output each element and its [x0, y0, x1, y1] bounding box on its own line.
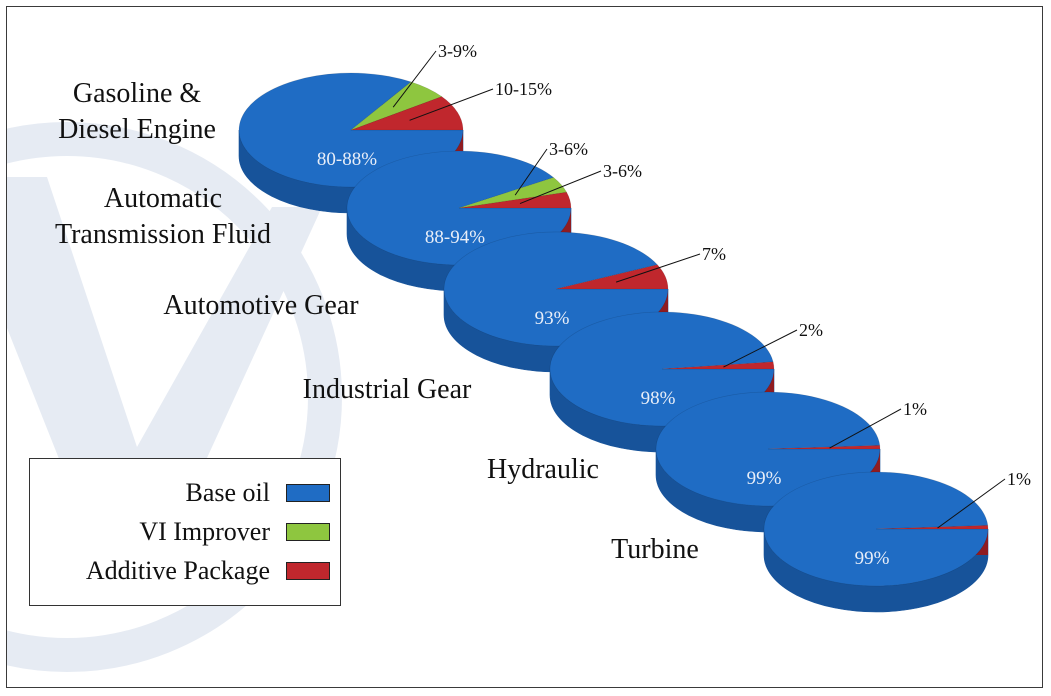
legend-item-additive-package: Additive Package	[85, 556, 330, 585]
slice-value-label: 3-9%	[438, 41, 477, 61]
callout-line	[829, 408, 902, 449]
category-label-line: Hydraulic	[487, 454, 599, 485]
pie-slice-additive-package	[767, 445, 881, 450]
category-label: Hydraulic	[487, 454, 599, 485]
category-label-line: Automotive Gear	[163, 290, 359, 321]
base-oil-value-label: 98%	[641, 388, 676, 409]
base-oil-value-label: 80-88%	[317, 149, 377, 170]
category-label: Industrial Gear	[303, 374, 472, 405]
legend-label: Additive Package	[85, 556, 270, 585]
labels-layer: 80-88% 10-15% 3-9% Gasoline & Diesel Engine 8…	[55, 41, 1031, 569]
pies-layer	[238, 72, 989, 613]
legend-item-vi-improver: VI Improver	[139, 517, 330, 546]
pie-slice-additive-package	[661, 361, 775, 370]
legend-item-base-oil: Base oil	[185, 478, 330, 507]
chart-frame: 80-88% 10-15% 3-9% Gasoline & Diesel Engine 8…	[6, 6, 1043, 688]
pie-6	[763, 471, 989, 613]
legend-swatch	[286, 562, 330, 580]
pie-slice-additive-package	[350, 96, 464, 131]
category-label-line: Gasoline &	[73, 78, 202, 109]
category-label-line: Industrial Gear	[303, 374, 472, 405]
pie-slice-vi-improver	[350, 81, 443, 131]
category-label: Automatic Transmission Fluid	[55, 183, 271, 250]
pie-slice-additive-package	[875, 525, 989, 530]
legend: Base oil VI Improver Additive Package	[29, 458, 341, 606]
legend-label: VI Improver	[139, 517, 270, 546]
legend-swatch	[286, 523, 330, 541]
legend-swatch	[286, 484, 330, 502]
pie-slice-base-oil	[763, 471, 989, 587]
category-label-line: Diesel Engine	[58, 114, 216, 145]
watermark-ring	[7, 122, 342, 672]
pie-slice-additive-package	[555, 264, 669, 290]
callout-line	[723, 329, 798, 368]
base-oil-value-label: 93%	[535, 308, 570, 329]
slice-value-label: 1%	[1007, 469, 1031, 489]
slice-value-label: 1%	[903, 399, 927, 419]
slice-value-label: 3-6%	[603, 161, 642, 181]
slice-value-label: 7%	[702, 244, 726, 264]
base-oil-value-label: 88-94%	[425, 227, 485, 248]
base-oil-value-label: 99%	[747, 468, 782, 489]
base-oil-value-label: 99%	[855, 548, 890, 569]
callout-line	[514, 148, 548, 196]
callout-line	[519, 170, 602, 205]
callout-line	[937, 478, 1006, 529]
callout-line	[409, 88, 494, 121]
slice-value-label: 2%	[799, 320, 823, 340]
legend-label: Base oil	[185, 478, 271, 507]
slice-value-label: 10-15%	[495, 79, 552, 99]
category-label: Automotive Gear	[163, 290, 359, 321]
pie-slice-additive-package	[458, 191, 572, 209]
callout-line	[615, 253, 701, 283]
callout-line	[392, 50, 437, 108]
category-label-line: Turbine	[611, 534, 699, 565]
category-label: Turbine	[611, 534, 699, 565]
category-label-line: Automatic	[104, 183, 222, 214]
slice-value-label: 3-6%	[549, 139, 588, 159]
pie-slice-vi-improver	[458, 177, 568, 209]
category-label-line: Transmission Fluid	[55, 219, 271, 250]
category-label: Gasoline & Diesel Engine	[58, 78, 216, 145]
pie-chart-svg: 80-88% 10-15% 3-9% Gasoline & Diesel Engine 8…	[7, 41, 1031, 672]
